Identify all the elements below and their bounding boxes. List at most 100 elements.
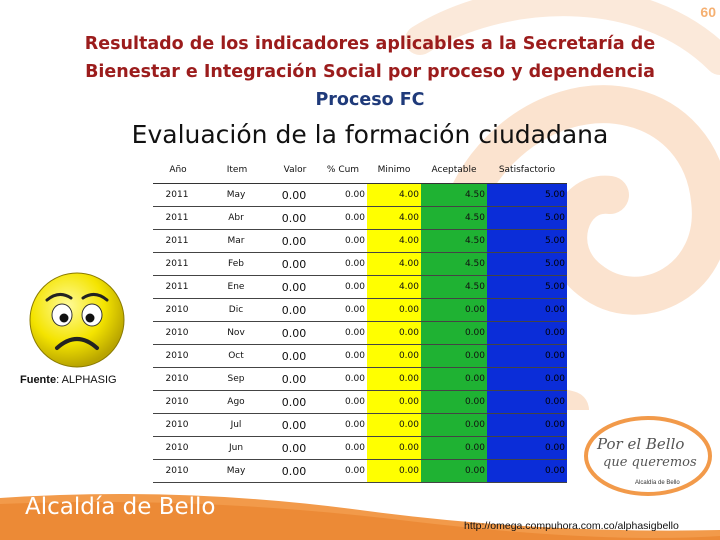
table-row: 2011 May 0.00 0.00 4.00 4.50 5.00 xyxy=(153,183,567,207)
cell-aceptable: 0.00 xyxy=(421,413,487,437)
section-title: Evaluación de la formación ciudadana xyxy=(131,120,609,149)
cell-year: 2010 xyxy=(153,413,203,437)
cell-satisfactorio: 5.00 xyxy=(487,183,567,207)
cell-satisfactorio: 0.00 xyxy=(487,321,567,345)
footer-url[interactable]: http://omega.compuhora.com.co/alphasigbe… xyxy=(464,520,679,532)
cell-valor: 0.00 xyxy=(271,229,319,253)
cell-valor: 0.00 xyxy=(271,390,319,414)
cell-satisfactorio: 0.00 xyxy=(487,390,567,414)
cell-aceptable: 4.50 xyxy=(421,206,487,230)
table-row: 2010 Ago 0.00 0.00 0.00 0.00 0.00 xyxy=(153,390,567,414)
header-satisfactorio: Satisfactorio xyxy=(487,157,567,184)
cell-satisfactorio: 5.00 xyxy=(487,252,567,276)
table-row: 2011 Mar 0.00 0.00 4.00 4.50 5.00 xyxy=(153,229,567,253)
cell-minimo: 0.00 xyxy=(367,459,421,483)
table-row: 2011 Abr 0.00 0.00 4.00 4.50 5.00 xyxy=(153,206,567,230)
cell-aceptable: 4.50 xyxy=(421,275,487,299)
cell-satisfactorio: 5.00 xyxy=(487,206,567,230)
cell-item: Oct xyxy=(203,344,271,368)
cell-item: Feb xyxy=(203,252,271,276)
cell-aceptable: 4.50 xyxy=(421,183,487,207)
cell-valor: 0.00 xyxy=(271,344,319,368)
title-line-1: Resultado de los indicadores aplicables … xyxy=(84,34,656,54)
cell-item: Nov xyxy=(203,321,271,345)
cell-year: 2010 xyxy=(153,344,203,368)
cell-year: 2010 xyxy=(153,298,203,322)
cell-item: Ago xyxy=(203,390,271,414)
cell-cum: 0.00 xyxy=(319,183,367,207)
cell-cum: 0.00 xyxy=(319,390,367,414)
cell-valor: 0.00 xyxy=(271,459,319,483)
logo-line-1: Por el Bello xyxy=(596,435,684,453)
cell-cum: 0.00 xyxy=(319,275,367,299)
cell-item: Mar xyxy=(203,229,271,253)
cell-aceptable: 0.00 xyxy=(421,321,487,345)
table-row: 2010 Dic 0.00 0.00 0.00 0.00 0.00 xyxy=(153,298,567,322)
table-header-row: Año Item Valor % Cum Minimo Aceptable Sa… xyxy=(153,157,567,184)
cell-valor: 0.00 xyxy=(271,206,319,230)
cell-valor: 0.00 xyxy=(271,436,319,460)
table-row: 2010 Oct 0.00 0.00 0.00 0.00 0.00 xyxy=(153,344,567,368)
cell-valor: 0.00 xyxy=(271,321,319,345)
cell-valor: 0.00 xyxy=(271,183,319,207)
cell-cum: 0.00 xyxy=(319,321,367,345)
footer-org-name: Alcaldía de Bello xyxy=(25,494,216,520)
cell-aceptable: 0.00 xyxy=(421,298,487,322)
cell-cum: 0.00 xyxy=(319,436,367,460)
cell-cum: 0.00 xyxy=(319,252,367,276)
cell-aceptable: 0.00 xyxy=(421,390,487,414)
cell-item: May xyxy=(203,459,271,483)
title-line-2: Bienestar e Integración Social por proce… xyxy=(85,62,655,82)
cell-minimo: 0.00 xyxy=(367,298,421,322)
title-process: Proceso FC xyxy=(315,90,425,110)
source-value: : ALPHASIG xyxy=(56,374,117,386)
cell-valor: 0.00 xyxy=(271,252,319,276)
cell-minimo: 0.00 xyxy=(367,390,421,414)
cell-item: Dic xyxy=(203,298,271,322)
cell-item: May xyxy=(203,183,271,207)
logo-line-2: que queremos xyxy=(603,455,697,470)
cell-cum: 0.00 xyxy=(319,344,367,368)
cell-year: 2011 xyxy=(153,252,203,276)
cell-minimo: 0.00 xyxy=(367,321,421,345)
cell-satisfactorio: 0.00 xyxy=(487,436,567,460)
cell-minimo: 0.00 xyxy=(367,436,421,460)
cell-year: 2010 xyxy=(153,459,203,483)
cell-cum: 0.00 xyxy=(319,413,367,437)
cell-year: 2010 xyxy=(153,321,203,345)
cell-item: Jul xyxy=(203,413,271,437)
table-body: 2011 May 0.00 0.00 4.00 4.50 5.00 2011 Abr 0.00 0.… xyxy=(153,183,567,483)
cell-year: 2010 xyxy=(153,367,203,391)
cell-satisfactorio: 5.00 xyxy=(487,275,567,299)
table-row: 2011 Ene 0.00 0.00 4.00 4.50 5.00 xyxy=(153,275,567,299)
cell-year: 2011 xyxy=(153,275,203,299)
cell-minimo: 0.00 xyxy=(367,413,421,437)
table-row: 2011 Feb 0.00 0.00 4.00 4.50 5.00 xyxy=(153,252,567,276)
cell-aceptable: 0.00 xyxy=(421,436,487,460)
cell-minimo: 4.00 xyxy=(367,206,421,230)
header-minimo: Minimo xyxy=(367,157,421,184)
table-row: 2010 Jun 0.00 0.00 0.00 0.00 0.00 xyxy=(153,436,567,460)
cell-satisfactorio: 5.00 xyxy=(487,229,567,253)
header-cum: % Cum xyxy=(319,157,367,184)
cell-satisfactorio: 0.00 xyxy=(487,459,567,483)
page-title: Resultado de los indicadores aplicables … xyxy=(40,30,700,114)
cell-satisfactorio: 0.00 xyxy=(487,413,567,437)
cell-aceptable: 0.00 xyxy=(421,367,487,391)
cell-item: Ene xyxy=(203,275,271,299)
cell-satisfactorio: 0.00 xyxy=(487,367,567,391)
cell-minimo: 4.00 xyxy=(367,275,421,299)
source-note: Fuente: ALPHASIG xyxy=(20,374,117,386)
sad-face-icon xyxy=(29,272,125,368)
table-row: 2010 Nov 0.00 0.00 0.00 0.00 0.00 xyxy=(153,321,567,345)
header-valor: Valor xyxy=(271,157,319,184)
cell-minimo: 0.00 xyxy=(367,367,421,391)
cell-cum: 0.00 xyxy=(319,367,367,391)
table-row: 2010 Jul 0.00 0.00 0.00 0.00 0.00 xyxy=(153,413,567,437)
footer-band xyxy=(0,494,720,540)
logo-caption: Alcaldía de Bello xyxy=(635,480,680,486)
indicator-table: Año Item Valor % Cum Minimo Aceptable Sa… xyxy=(153,157,567,483)
cell-year: 2011 xyxy=(153,206,203,230)
cell-aceptable: 0.00 xyxy=(421,344,487,368)
cell-valor: 0.00 xyxy=(271,298,319,322)
